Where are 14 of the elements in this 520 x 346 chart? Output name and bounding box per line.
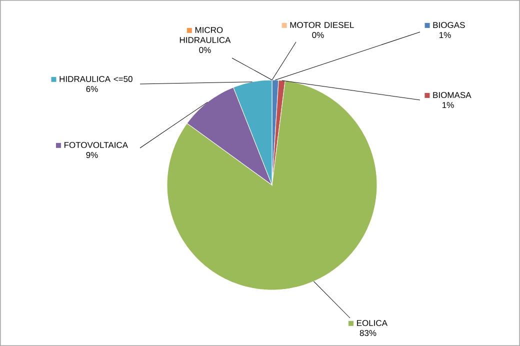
data-label: 1% <box>442 102 454 108</box>
data-label: 9% <box>86 152 98 158</box>
legend-label: HIDRAULICA <=50 <box>60 76 132 82</box>
legend-label: MICRO HIDRAULICA <box>180 27 231 44</box>
text: 0% <box>312 32 324 38</box>
data-label: 83% <box>360 330 376 336</box>
legend-label: BIOGAS <box>433 22 465 28</box>
legend-label: MOTOR DIESEL <box>290 22 354 28</box>
data-label: 6% <box>86 86 98 92</box>
legend-label: EOLICA <box>357 320 388 326</box>
text: 0% <box>199 47 211 54</box>
legend-label: FOTOVOLTAICA <box>64 142 128 148</box>
data-label: 1% <box>440 32 451 38</box>
legend-label: BIOMASA <box>433 92 472 98</box>
